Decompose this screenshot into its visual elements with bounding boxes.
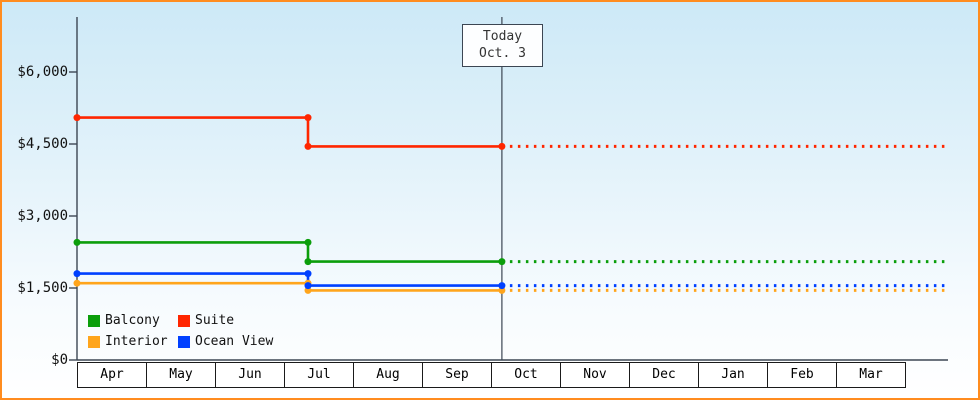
- today-marker-label: Today Oct. 3: [462, 24, 543, 67]
- legend: Balcony Suite Interior Ocean View: [88, 313, 273, 349]
- series-interior-marker: [304, 286, 312, 294]
- series-ocean-view-marker: [304, 282, 312, 290]
- month-cell: Jun: [215, 362, 285, 388]
- legend-label-balcony: Balcony: [105, 313, 160, 328]
- y-axis-label: $4,500: [17, 136, 68, 152]
- month-cell: Oct: [491, 362, 561, 388]
- legend-item-interior: Interior: [88, 334, 178, 349]
- month-cell: Dec: [629, 362, 699, 388]
- series-interior-marker: [73, 279, 81, 287]
- month-cell: Jul: [284, 362, 354, 388]
- legend-label-interior: Interior: [105, 334, 168, 349]
- month-cell: Aug: [353, 362, 423, 388]
- series-interior-marker: [498, 286, 506, 294]
- y-axis-label: $3,000: [17, 208, 68, 224]
- y-axis-label: $1,500: [17, 280, 68, 296]
- series-ocean-view-marker: [304, 270, 312, 278]
- legend-item-ocean-view: Ocean View: [178, 334, 273, 349]
- y-axis-label: $0: [51, 352, 68, 368]
- series-balcony-marker: [498, 258, 506, 266]
- month-cell: Mar: [836, 362, 906, 388]
- legend-item-balcony: Balcony: [88, 313, 178, 328]
- legend-item-suite: Suite: [178, 313, 273, 328]
- legend-label-ocean-view: Ocean View: [195, 334, 274, 349]
- series-balcony-marker: [304, 258, 312, 266]
- month-cell: May: [146, 362, 216, 388]
- month-cell: Nov: [560, 362, 630, 388]
- month-cell: Jan: [698, 362, 768, 388]
- legend-swatch-balcony: [88, 314, 100, 327]
- month-axis: Apr May Jun Jul Aug Sep Oct Nov Dec Jan …: [77, 362, 906, 388]
- legend-swatch-interior: [88, 335, 100, 348]
- y-axis-label: $6,000: [17, 64, 68, 80]
- month-cell: Apr: [77, 362, 147, 388]
- series-balcony-marker: [304, 238, 312, 246]
- series-balcony-marker: [73, 238, 81, 246]
- series-suite-marker: [73, 114, 81, 122]
- legend-swatch-ocean-view: [178, 335, 190, 348]
- series-suite-marker: [304, 142, 312, 150]
- series-suite-marker: [498, 142, 506, 150]
- legend-swatch-suite: [178, 314, 190, 327]
- series-suite-marker: [304, 114, 312, 122]
- series-ocean-view-marker: [498, 282, 506, 290]
- today-marker-line1: Today: [482, 29, 523, 44]
- month-cell: Sep: [422, 362, 492, 388]
- legend-label-suite: Suite: [195, 313, 235, 328]
- today-marker-line2: Oct. 3: [479, 46, 526, 61]
- series-ocean-view-marker: [73, 270, 81, 278]
- month-cell: Feb: [767, 362, 837, 388]
